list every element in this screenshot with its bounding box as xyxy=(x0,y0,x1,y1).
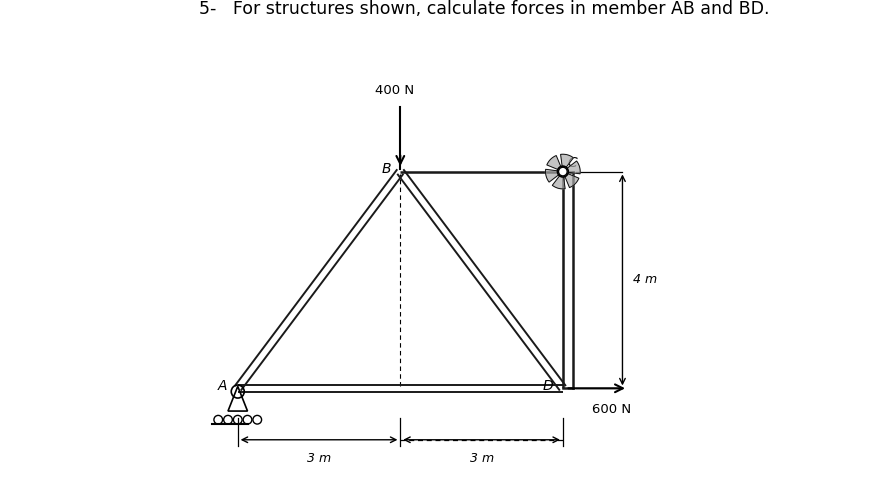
Polygon shape xyxy=(545,170,558,182)
Polygon shape xyxy=(552,176,564,189)
Text: 3 m: 3 m xyxy=(469,452,493,465)
Polygon shape xyxy=(560,154,573,167)
Circle shape xyxy=(558,167,567,176)
Polygon shape xyxy=(546,155,561,170)
Text: A: A xyxy=(217,379,227,392)
Text: 3 m: 3 m xyxy=(307,452,331,465)
Text: 400 N: 400 N xyxy=(375,84,414,97)
Text: 5-   For structures shown, calculate forces in member AB and BD.: 5- For structures shown, calculate force… xyxy=(198,0,769,18)
Text: 600 N: 600 N xyxy=(592,403,630,416)
Text: D: D xyxy=(542,379,552,392)
Circle shape xyxy=(557,166,568,177)
Polygon shape xyxy=(564,173,578,188)
Text: C: C xyxy=(567,156,577,171)
Text: 4 m: 4 m xyxy=(633,273,657,287)
Polygon shape xyxy=(567,161,579,174)
Text: B: B xyxy=(382,162,391,176)
